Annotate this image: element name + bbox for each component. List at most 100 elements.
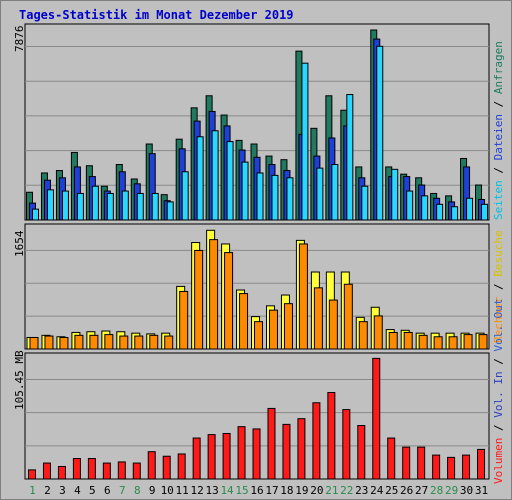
bar-rechner-day-31 (478, 334, 488, 350)
day-label-11: 11 (176, 484, 189, 497)
bar-seiten-day-10 (166, 201, 174, 221)
bar-seiten-day-31 (481, 203, 489, 221)
bar-volumen-day-6 (102, 462, 111, 480)
bar-volumen-day-14 (222, 432, 231, 480)
bar-rechner-day-19 (298, 243, 308, 350)
day-label-4: 4 (74, 484, 81, 497)
day-label-12: 12 (191, 484, 204, 497)
day-label-22: 22 (340, 484, 353, 497)
bar-rechner-day-3 (59, 336, 69, 350)
bar-volumen-day-12 (192, 437, 201, 480)
bar-seiten-day-7 (121, 190, 129, 221)
bar-volumen-day-7 (117, 461, 126, 480)
bar-volumen-day-31 (477, 448, 486, 480)
bar-rechner-day-4 (74, 334, 84, 350)
bar-volumen-day-27 (417, 446, 426, 480)
day-label-18: 18 (280, 484, 293, 497)
bar-rechner-day-15 (239, 293, 249, 350)
bar-volumen-day-8 (132, 462, 141, 480)
bar-seiten-day-23 (361, 185, 369, 221)
bar-seiten-day-12 (196, 136, 204, 221)
bar-seiten-day-11 (181, 171, 189, 221)
bar-seiten-day-2 (46, 189, 54, 221)
bar-volumen-day-3 (57, 465, 66, 480)
bar-rechner-day-9 (149, 334, 159, 350)
bar-volumen-day-15 (237, 426, 246, 480)
bar-rechner-day-1 (29, 336, 39, 350)
bar-seiten-day-26 (406, 190, 414, 221)
bottom-panel-ymax-label: 105.45 MB (13, 350, 26, 410)
bar-volumen-day-24 (372, 357, 381, 480)
bar-volumen-day-23 (357, 425, 366, 480)
bar-rechner-day-21 (328, 299, 338, 350)
bar-volumen-day-9 (147, 451, 156, 480)
bar-seiten-day-20 (316, 167, 324, 221)
day-label-29: 29 (445, 484, 458, 497)
bar-rechner-day-27 (418, 334, 428, 350)
bar-volumen-day-19 (297, 418, 306, 480)
bar-rechner-day-23 (358, 321, 368, 350)
bar-volumen-day-5 (87, 458, 96, 480)
day-label-2: 2 (44, 484, 51, 497)
day-label-26: 26 (400, 484, 413, 497)
bar-rechner-day-7 (119, 335, 129, 350)
bar-rechner-day-16 (254, 321, 264, 350)
bar-seiten-day-21 (331, 164, 339, 221)
chart-title: Tages-Statistik im Monat Dezember 2019 (19, 8, 294, 22)
legend-seiten: Seiten (492, 180, 505, 220)
bar-volumen-day-28 (432, 454, 441, 480)
bar-seiten-day-25 (391, 168, 399, 221)
bar-seiten-day-29 (451, 206, 459, 221)
day-label-20: 20 (310, 484, 323, 497)
bar-seiten-day-16 (256, 172, 264, 221)
day-label-5: 5 (89, 484, 96, 497)
bar-seiten-day-15 (241, 161, 249, 221)
day-label-6: 6 (104, 484, 111, 497)
day-label-30: 30 (460, 484, 473, 497)
bar-rechner-day-14 (224, 252, 234, 350)
bar-volumen-day-30 (462, 454, 471, 480)
bar-seiten-day-24 (376, 45, 384, 221)
bar-rechner-day-2 (44, 335, 54, 350)
bar-rechner-day-24 (373, 315, 383, 350)
top-panel-ymax-label: 7876 (13, 25, 26, 53)
day-label-1: 1 (29, 484, 36, 497)
middle-panel-ymax-label: 1654 (13, 230, 26, 258)
day-label-10: 10 (161, 484, 174, 497)
bar-volumen-day-1 (28, 469, 36, 480)
bar-volumen-day-10 (162, 455, 171, 480)
day-label-8: 8 (134, 484, 141, 497)
bar-rechner-day-28 (433, 336, 443, 350)
legend-vol-out: Vol. Out (492, 298, 505, 352)
day-label-21: 21 (325, 484, 338, 497)
bar-volumen-day-18 (282, 423, 291, 480)
day-label-24: 24 (370, 484, 384, 497)
day-label-7: 7 (119, 484, 126, 497)
bar-seiten-day-27 (421, 195, 429, 221)
legend-besuche: Besuche (492, 230, 505, 277)
day-label-13: 13 (205, 484, 218, 497)
bottom-panel-legend: Volumen / Vol. In / Vol. Out (492, 298, 505, 484)
bar-rechner-day-12 (194, 249, 204, 350)
bar-volumen-day-11 (177, 453, 186, 480)
bar-rechner-day-11 (179, 290, 189, 350)
day-label-25: 25 (385, 484, 398, 497)
bar-volumen-day-26 (402, 446, 411, 480)
bar-rechner-day-10 (164, 335, 174, 350)
bar-rechner-day-22 (343, 283, 353, 350)
bar-rechner-day-13 (209, 239, 219, 350)
bar-seiten-day-28 (436, 203, 444, 221)
bar-volumen-day-13 (207, 434, 216, 480)
bar-seiten-day-19 (301, 62, 309, 221)
bar-volumen-day-4 (72, 458, 81, 480)
bar-seiten-day-4 (76, 192, 84, 221)
bar-seiten-day-6 (106, 192, 114, 221)
bar-volumen-day-29 (447, 456, 456, 480)
bar-seiten-day-8 (136, 192, 144, 221)
bar-rechner-day-25 (388, 331, 398, 350)
bar-volumen-day-20 (312, 402, 321, 480)
bar-seiten-day-9 (151, 192, 159, 221)
legend-vol-in: Vol. In (492, 371, 505, 418)
legend-dateien: Dateien (492, 114, 505, 161)
